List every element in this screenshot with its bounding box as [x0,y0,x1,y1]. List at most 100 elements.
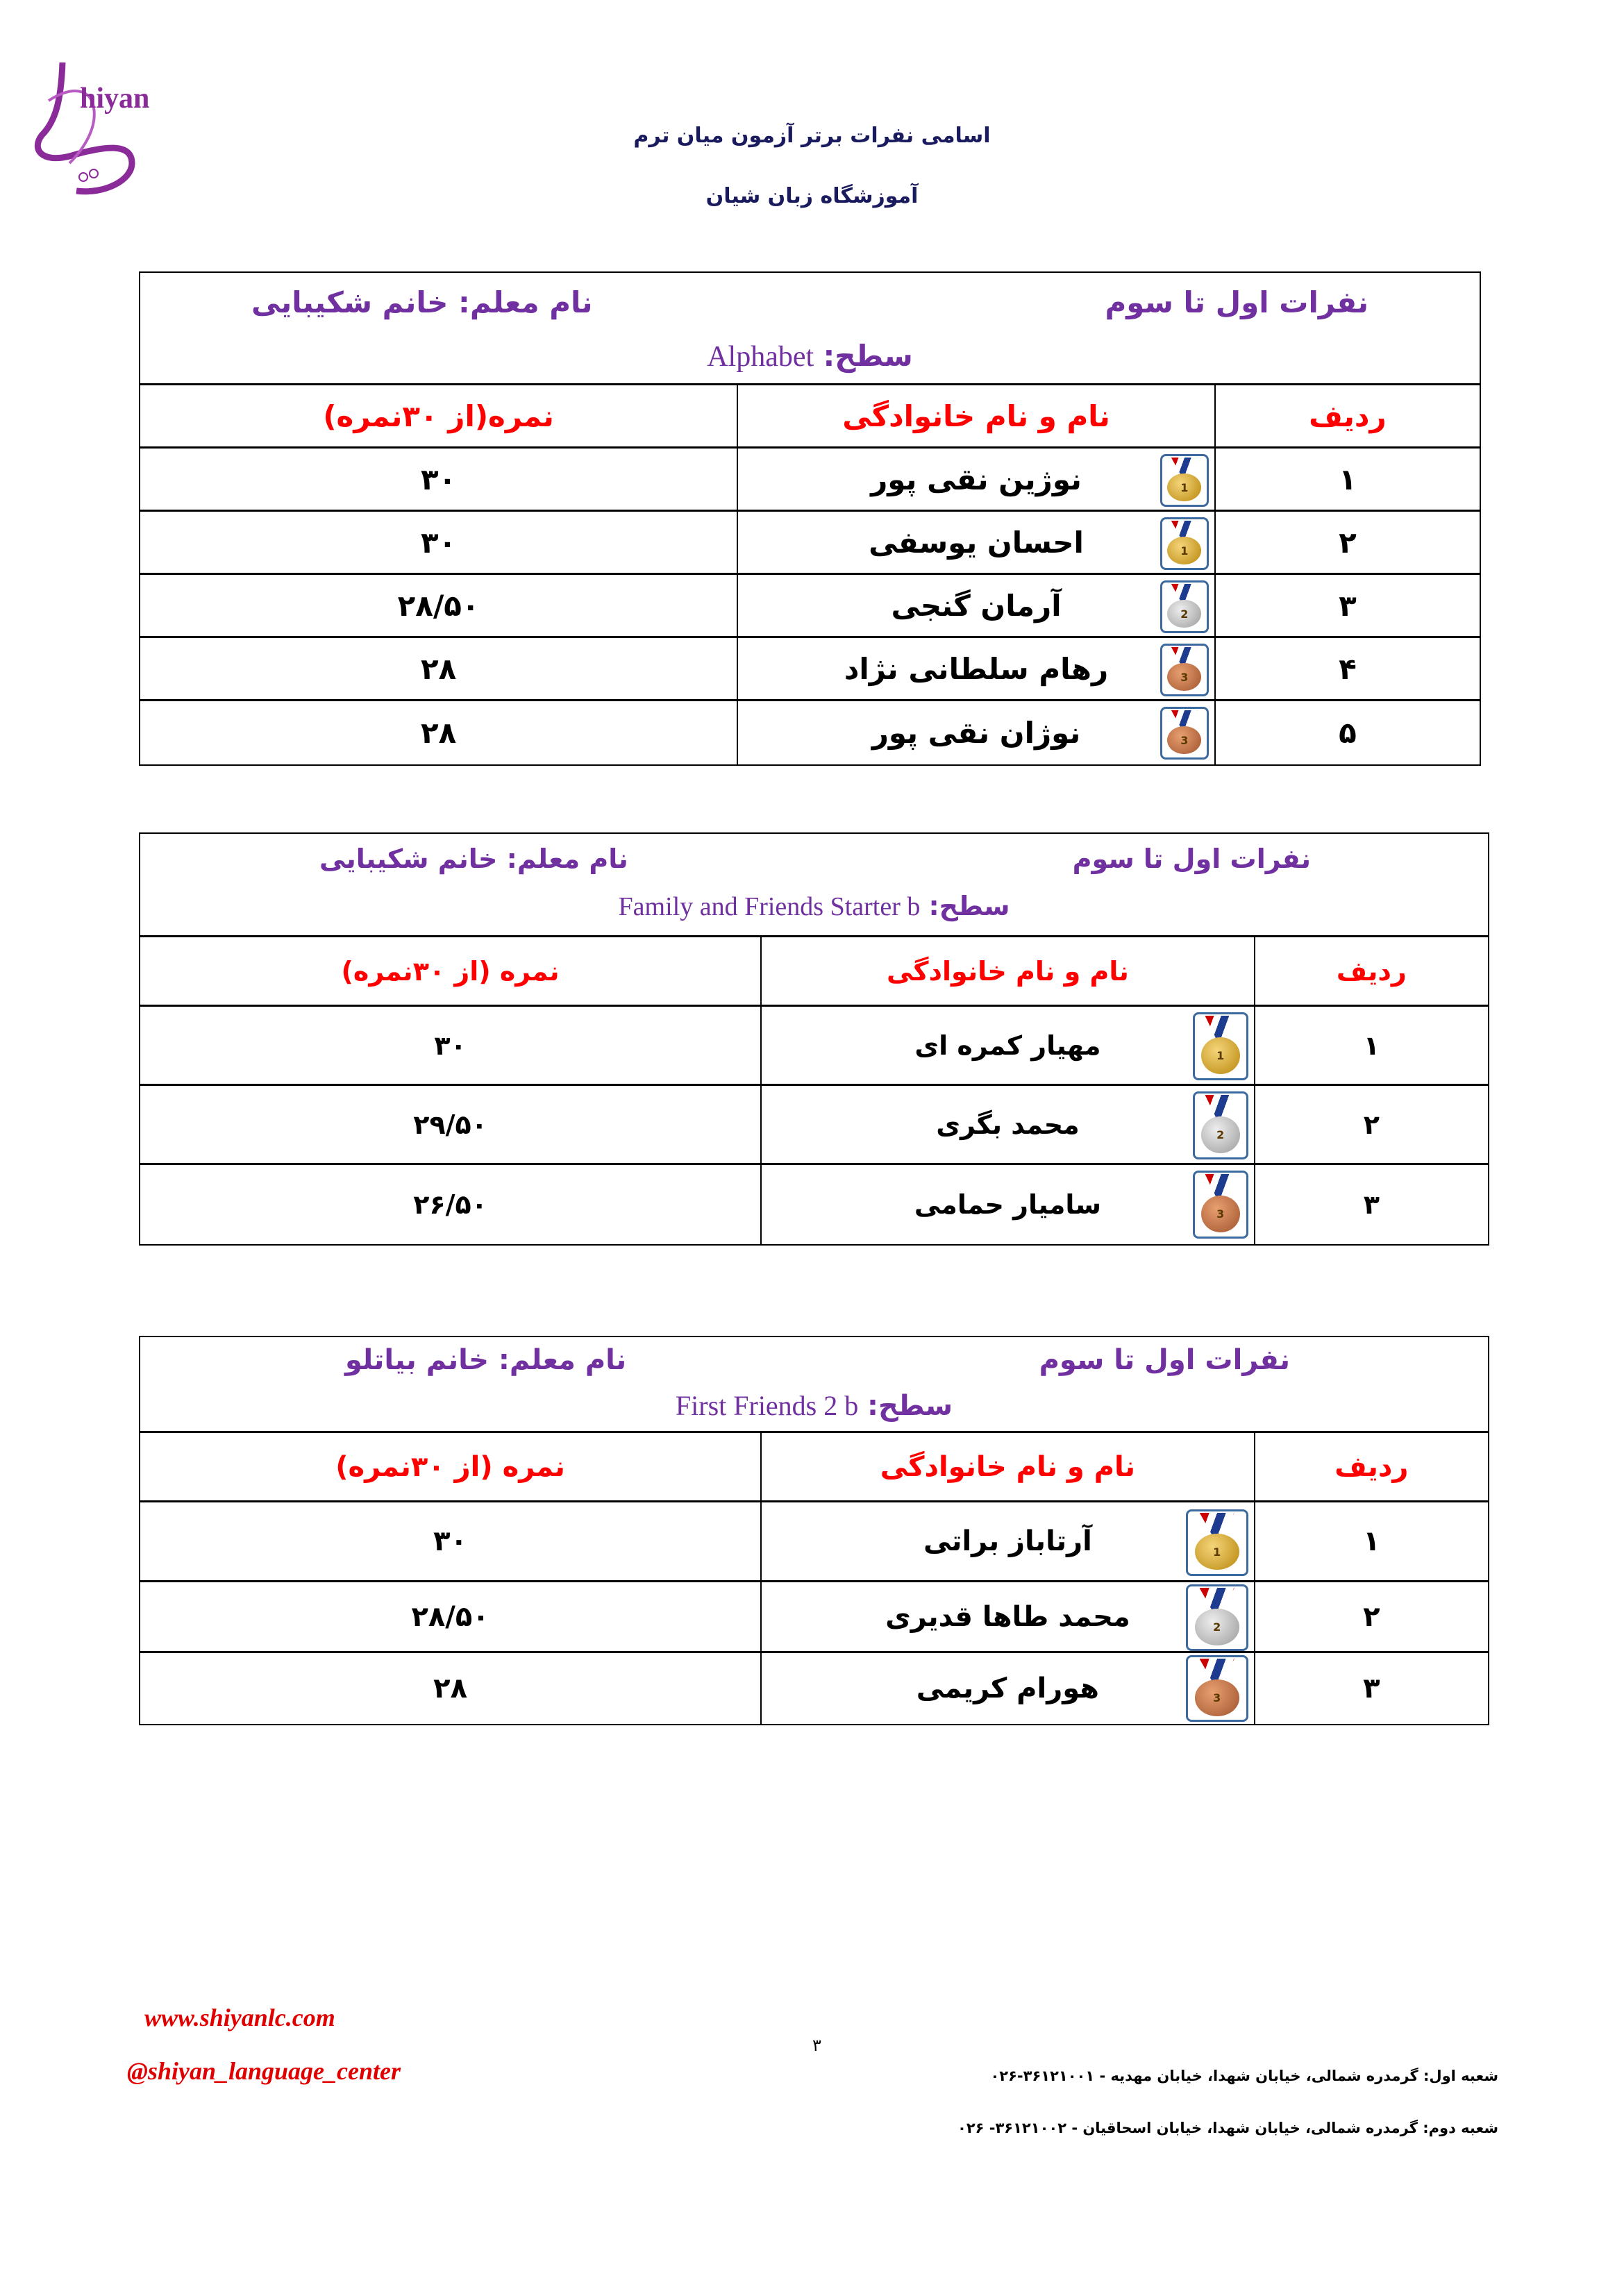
level: سطح: Family and Friends Starter b [140,891,1488,922]
name-cell: 2 آرمان گنجی [737,575,1214,636]
name-cell: 1 احسان یوسفی [737,512,1214,573]
column-header: نام و نام خانوادگی [737,385,1214,446]
name-cell: 1 مهیار کمره ای [760,1007,1254,1084]
column-header: ردیف [1253,1433,1488,1500]
rank-cell: ۲ [1253,1086,1488,1163]
ranks-label: نفرات اول تا سوم [1105,285,1369,319]
medal-bronze-3-icon: 3 [1192,1171,1248,1239]
table-row: ۲ 1 احسان یوسفی ۳۰ [140,512,1480,575]
results-table-3: نفرات اول تا سوم نام معلم: خانم بیاتلو س… [139,1336,1489,1725]
rank-cell: ۳ [1214,575,1480,636]
page-number: ۳ [812,2036,821,2055]
ranks-label: نفرات اول تا سوم [1072,844,1311,874]
student-name: رهام سلطانی نژاد [844,651,1109,686]
shiyan-logo: hiyan [28,59,174,198]
page-title: اسامی نفرات برتر آزمون میان ترم [633,124,991,148]
score-cell: ۲۸/۵۰ [397,588,480,623]
rank-cell: ۱ [1253,1007,1488,1084]
student-name: محمد بگری [936,1109,1080,1140]
rank-cell: ۵ [1214,701,1480,764]
table-row: ۳ 3 سامیار حمامی ۲۶/۵۰ [140,1165,1488,1244]
student-name: سامیار حمامی [914,1189,1101,1220]
page-subtitle: آموزشگاه زبان شیان [705,184,919,208]
level: سطح: First Friends 2 b [140,1389,1488,1422]
name-cell: 2 محمد طاها قدیری [760,1582,1254,1651]
medal-gold-1-icon: 1 [1160,517,1209,570]
medal-silver-2-icon: 2 [1192,1091,1248,1159]
table-header: نفرات اول تا سوم نام معلم: خانم شکیبایی … [140,273,1480,385]
table-header: نفرات اول تا سوم نام معلم: خانم شکیبایی … [140,834,1488,937]
medal-silver-2-icon: 2 [1160,580,1209,633]
score-cell: ۲۸ [420,716,457,750]
level: سطح: Alphabet [140,339,1480,374]
rank-cell: ۲ [1214,512,1480,573]
student-name: نوژان نقی پور [871,716,1081,750]
column-header: نام و نام خانوادگی [760,937,1254,1005]
medal-bronze-3-icon: 3 [1185,1655,1248,1722]
rank-cell: ۲ [1253,1582,1488,1651]
column-header-row: ردیف نام و نام خانوادگی نمره (از ۳۰نمره) [140,937,1488,1007]
student-name: هورام کریمی [916,1673,1100,1704]
table-header: نفرات اول تا سوم نام معلم: خانم بیاتلو س… [140,1337,1488,1433]
level-label: سطح: [928,891,1010,921]
student-name: آرمان گنجی [891,588,1062,623]
name-cell: 1 نوژین نقی پور [737,449,1214,510]
student-name: مهیار کمره ای [914,1030,1101,1061]
table-row: ۳ 2 آرمان گنجی ۲۸/۵۰ [140,575,1480,638]
table-row: ۱ 1 نوژین نقی پور ۳۰ [140,449,1480,512]
score-cell: ۲۸ [420,651,457,686]
level-value: First Friends 2 b [675,1390,859,1421]
level-value: Alphabet [707,341,814,373]
medal-bronze-3-icon: 3 [1160,706,1209,760]
rank-cell: ۱ [1253,1502,1488,1580]
level-value: Family and Friends Starter b [618,892,921,921]
level-label: سطح: [823,339,913,373]
column-header: نمره (از ۳۰نمره) [335,1450,565,1483]
level-label: سطح: [867,1390,953,1422]
student-name: احسان یوسفی [869,525,1084,560]
name-cell: 3 نوژان نقی پور [737,701,1214,764]
score-cell: ۲۸ [433,1673,467,1704]
name-cell: 1 آرتاباز براتی [760,1502,1254,1580]
name-cell: 3 سامیار حمامی [760,1165,1254,1244]
svg-text:hiyan: hiyan [80,83,149,115]
address-branch-1: شعبه اول: گرمدره شمالی، خیابان شهدا، خیا… [990,2068,1498,2084]
instagram-handle[interactable]: @shiyan_language_center [127,2057,401,2085]
score-cell: ۲۶/۵۰ [413,1189,487,1220]
table-row: ۱ 1 آرتاباز براتی ۳۰ [140,1502,1488,1582]
rank-cell: ۴ [1214,638,1480,699]
name-cell: 3 هورام کریمی [760,1653,1254,1724]
score-cell: ۳۰ [420,525,457,560]
rank-cell: ۳ [1253,1165,1488,1244]
student-name: نوژین نقی پور [871,462,1082,496]
medal-gold-1-icon: 1 [1185,1509,1248,1576]
results-table-2: نفرات اول تا سوم نام معلم: خانم شکیبایی … [139,832,1489,1246]
teacher-name: نام معلم: خانم بیاتلو [345,1344,627,1376]
score-cell: ۳۰ [434,1030,467,1061]
address-branch-2: شعبه دوم: گرمدره شمالی، خیابان شهدا، خیا… [957,2120,1498,2136]
score-cell: ۲۸/۵۰ [411,1600,489,1633]
medal-gold-1-icon: 1 [1192,1012,1248,1080]
teacher-name: نام معلم: خانم شکیبایی [251,285,593,319]
column-header: ردیف [1253,937,1488,1005]
column-header: نمره (از ۳۰نمره) [341,955,560,987]
score-cell: ۳۰ [433,1525,467,1557]
table-row: ۲ 2 محمد طاها قدیری ۲۸/۵۰ [140,1582,1488,1653]
results-table-1: نفرات اول تا سوم نام معلم: خانم شکیبایی … [139,271,1481,766]
score-cell: ۲۹/۵۰ [413,1109,487,1140]
name-cell: 2 محمد بگری [760,1086,1254,1163]
medal-gold-1-icon: 1 [1160,453,1209,507]
column-header: نمره(از ۳۰نمره) [323,399,554,433]
score-cell: ۳۰ [420,462,457,496]
table-row: ۲ 2 محمد بگری ۲۹/۵۰ [140,1086,1488,1165]
ranks-label: نفرات اول تا سوم [1039,1344,1290,1376]
medal-silver-2-icon: 2 [1185,1584,1248,1651]
teacher-name: نام معلم: خانم شکیبایی [319,844,628,874]
website-link[interactable]: www.shiyanlc.com [144,2004,335,2031]
medal-bronze-3-icon: 3 [1160,643,1209,696]
table-row: ۴ 3 رهام سلطانی نژاد ۲۸ [140,638,1480,701]
rank-cell: ۱ [1214,449,1480,510]
column-header: نام و نام خانوادگی [760,1433,1254,1500]
column-header-row: ردیف نام و نام خانوادگی نمره (از ۳۰نمره) [140,1433,1488,1502]
table-row: ۵ 3 نوژان نقی پور ۲۸ [140,701,1480,764]
